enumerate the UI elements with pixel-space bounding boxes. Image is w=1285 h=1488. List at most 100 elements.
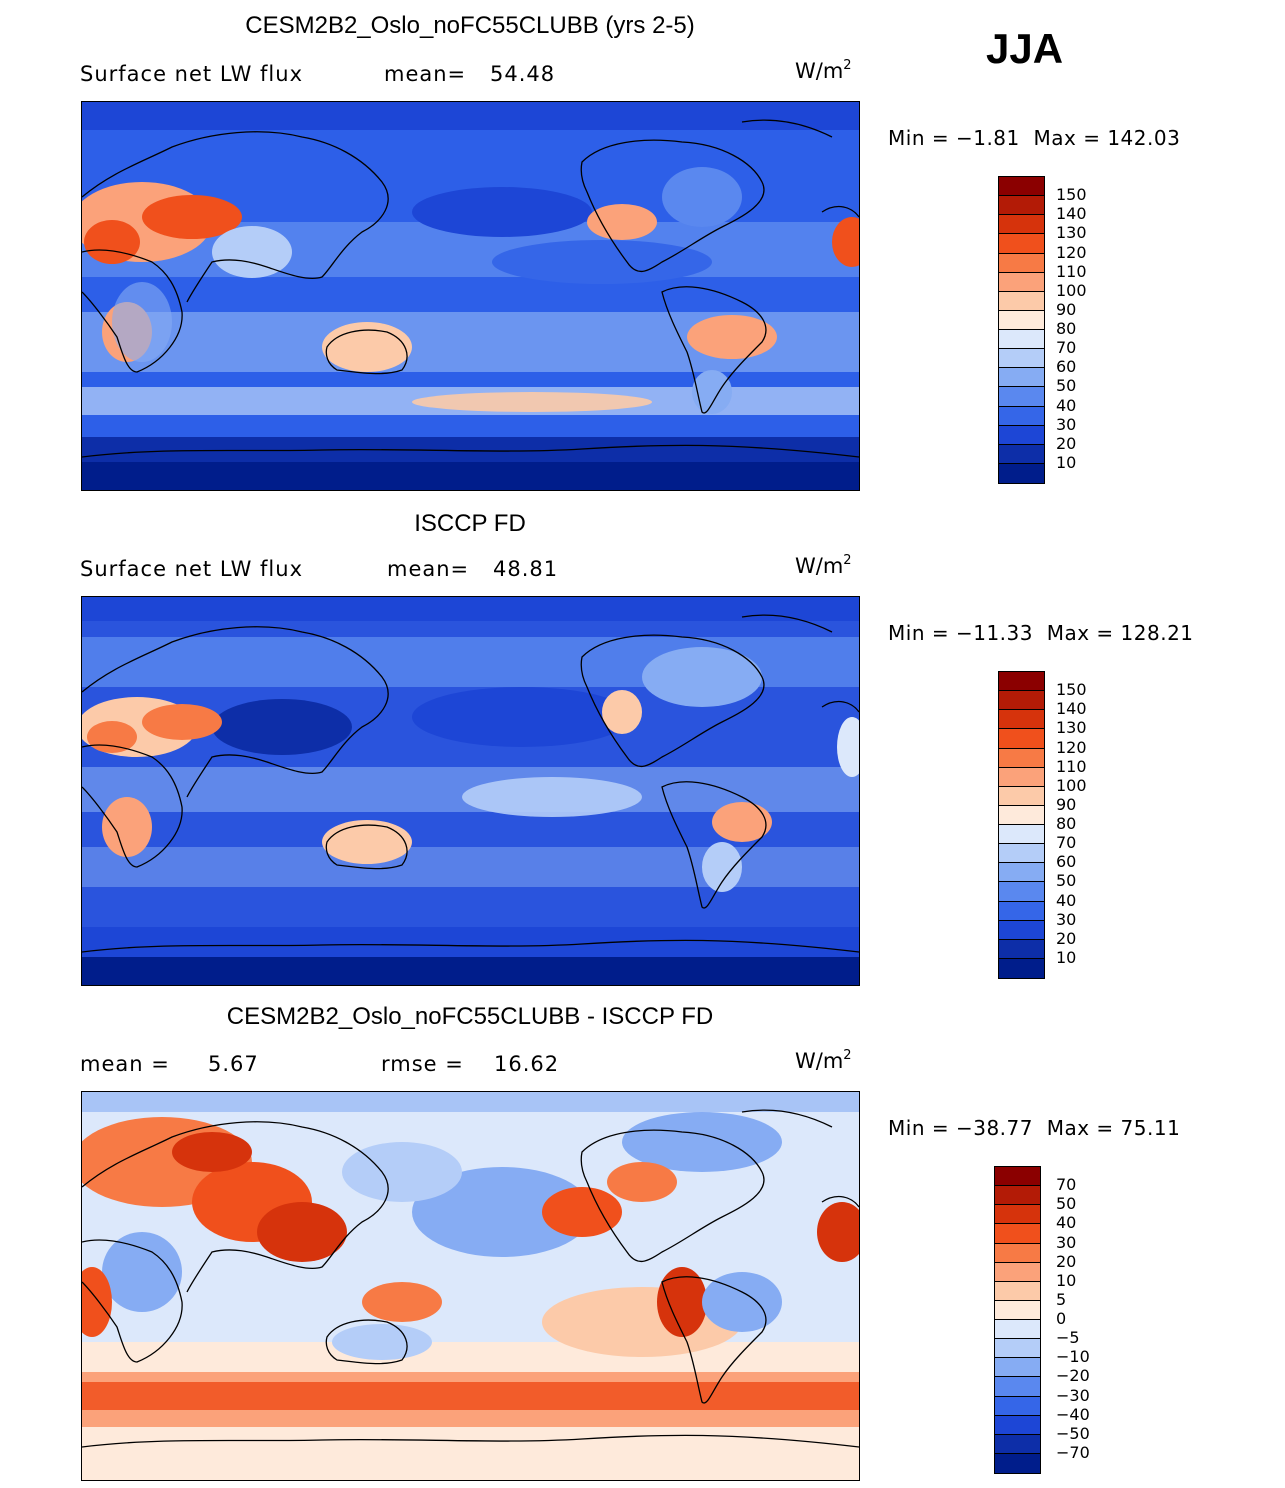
colorbar-label: −20 xyxy=(1056,1366,1090,1386)
colorbar-box xyxy=(999,310,1044,330)
panel-2-map xyxy=(81,596,860,986)
colorbar-box xyxy=(999,444,1044,464)
colorbar-label: 70 xyxy=(1056,833,1077,853)
colorbar-label: 140 xyxy=(1056,699,1087,719)
colorbar-box xyxy=(995,1243,1040,1263)
colorbar-box xyxy=(999,196,1044,216)
colorbar-label: 140 xyxy=(1056,204,1087,224)
panel-2-variable-label: Surface net LW flux xyxy=(80,557,303,581)
panel-3-map-svg xyxy=(82,1092,859,1480)
panel-3-colorbar xyxy=(994,1166,1041,1474)
colorbar-box xyxy=(995,1224,1040,1244)
colorbar-label: 50 xyxy=(1056,376,1077,396)
colorbar-box xyxy=(995,1320,1040,1340)
colorbar-box xyxy=(995,1415,1040,1435)
colorbar-label: −30 xyxy=(1056,1385,1090,1405)
panel-3-rmse-value: 16.62 xyxy=(494,1052,560,1076)
panel-1-coastlines xyxy=(82,119,859,458)
colorbar-label: 5 xyxy=(1056,1289,1067,1309)
panel-1-mean-value: 54.48 xyxy=(490,62,556,86)
colorbar-box xyxy=(995,1205,1040,1225)
colorbar-label: 10 xyxy=(1056,947,1077,967)
colorbar-label: −40 xyxy=(1056,1404,1090,1424)
panel-1-units: W/m2 xyxy=(795,58,852,83)
colorbar-label: 120 xyxy=(1056,737,1087,757)
colorbar-box xyxy=(999,748,1044,768)
panel-3-rmse-label: rmse = xyxy=(381,1052,464,1076)
panel-3-map xyxy=(81,1091,860,1481)
colorbar-box xyxy=(999,253,1044,273)
colorbar-box xyxy=(999,177,1044,197)
colorbar-label: 110 xyxy=(1056,756,1087,776)
colorbar-label: 40 xyxy=(1056,890,1077,910)
panel-1-map xyxy=(81,101,860,491)
colorbar-box xyxy=(999,425,1044,445)
colorbar-box xyxy=(999,920,1044,940)
panel-3-title: CESM2B2_Oslo_noFC55CLUBB - ISCCP FD xyxy=(226,1003,714,1030)
panel-3-mean-value: 5.67 xyxy=(208,1052,259,1076)
colorbar-label: 150 xyxy=(1056,680,1087,700)
panel-2-colorbar-labels: 150 140 130 120 110 100 90 80 70 60 50 40 30 20 10 xyxy=(1056,671,1116,977)
colorbar-label: 0 xyxy=(1056,1309,1067,1328)
colorbar-box xyxy=(999,939,1044,959)
colorbar-box xyxy=(999,234,1044,254)
colorbar-box xyxy=(999,901,1044,921)
colorbar-label: 90 xyxy=(1056,299,1077,319)
colorbar-label: 70 xyxy=(1056,1175,1077,1195)
panel-2-units: W/m2 xyxy=(795,553,852,578)
colorbar-label: 40 xyxy=(1056,1213,1077,1233)
colorbar-label: 70 xyxy=(1056,338,1077,358)
colorbar-box xyxy=(999,463,1044,483)
colorbar-box xyxy=(999,387,1044,407)
colorbar-box xyxy=(999,349,1044,369)
colorbar-label: 100 xyxy=(1056,280,1087,300)
colorbar-label: 20 xyxy=(1056,433,1077,453)
colorbar-label: 20 xyxy=(1056,1251,1077,1271)
colorbar-label: 80 xyxy=(1056,319,1077,338)
colorbar-box xyxy=(995,1396,1040,1416)
colorbar-label: 130 xyxy=(1056,718,1087,738)
colorbar-label: 110 xyxy=(1056,261,1087,281)
colorbar-box xyxy=(995,1377,1040,1397)
colorbar-box xyxy=(999,272,1044,292)
colorbar-box xyxy=(999,844,1044,864)
panel-3-colorbar-labels: 70 50 40 30 20 10 5 0 −5 −10 −20 −30 −40 −50 −70 xyxy=(1056,1166,1116,1472)
colorbar-box xyxy=(999,805,1044,825)
colorbar-label: 60 xyxy=(1056,357,1077,377)
colorbar-box xyxy=(995,1167,1040,1187)
colorbar-box xyxy=(999,882,1044,902)
panel-2-minmax: Min = −11.33 Max = 128.21 xyxy=(888,621,1194,645)
panel-1-minmax: Min = −1.81 Max = 142.03 xyxy=(888,126,1181,150)
colorbar-box xyxy=(999,825,1044,845)
colorbar-box xyxy=(999,710,1044,730)
colorbar-box xyxy=(999,672,1044,692)
panel-3-coastlines xyxy=(82,1109,859,1448)
colorbar-box xyxy=(999,767,1044,787)
colorbar-box xyxy=(999,786,1044,806)
colorbar-label: 90 xyxy=(1056,794,1077,814)
colorbar-label: 30 xyxy=(1056,414,1077,434)
colorbar-box xyxy=(999,406,1044,426)
colorbar-box xyxy=(999,958,1044,978)
colorbar-label: 130 xyxy=(1056,223,1087,243)
colorbar-label: 100 xyxy=(1056,775,1087,795)
colorbar-label: 50 xyxy=(1056,871,1077,891)
colorbar-label: 30 xyxy=(1056,909,1077,929)
colorbar-box xyxy=(995,1339,1040,1359)
colorbar-label: −50 xyxy=(1056,1423,1090,1443)
panel-2-title: ISCCP FD xyxy=(414,510,526,537)
panel-3-mean-label: mean = xyxy=(80,1052,170,1076)
colorbar-label: 30 xyxy=(1056,1232,1077,1252)
panel-1-title: CESM2B2_Oslo_noFC55CLUBB (yrs 2-5) xyxy=(245,12,695,39)
panel-3-units: W/m2 xyxy=(795,1048,852,1073)
colorbar-box xyxy=(995,1300,1040,1320)
colorbar-box xyxy=(999,291,1044,311)
panel-2-mean-value: 48.81 xyxy=(493,557,559,581)
colorbar-label: 20 xyxy=(1056,928,1077,948)
colorbar-label: 10 xyxy=(1056,1270,1077,1290)
colorbar-box xyxy=(995,1358,1040,1378)
panel-1-mean-label: mean= xyxy=(384,62,467,86)
colorbar-box xyxy=(995,1434,1040,1454)
panel-2-coastlines xyxy=(82,614,859,953)
panel-1-colorbar xyxy=(998,176,1045,484)
